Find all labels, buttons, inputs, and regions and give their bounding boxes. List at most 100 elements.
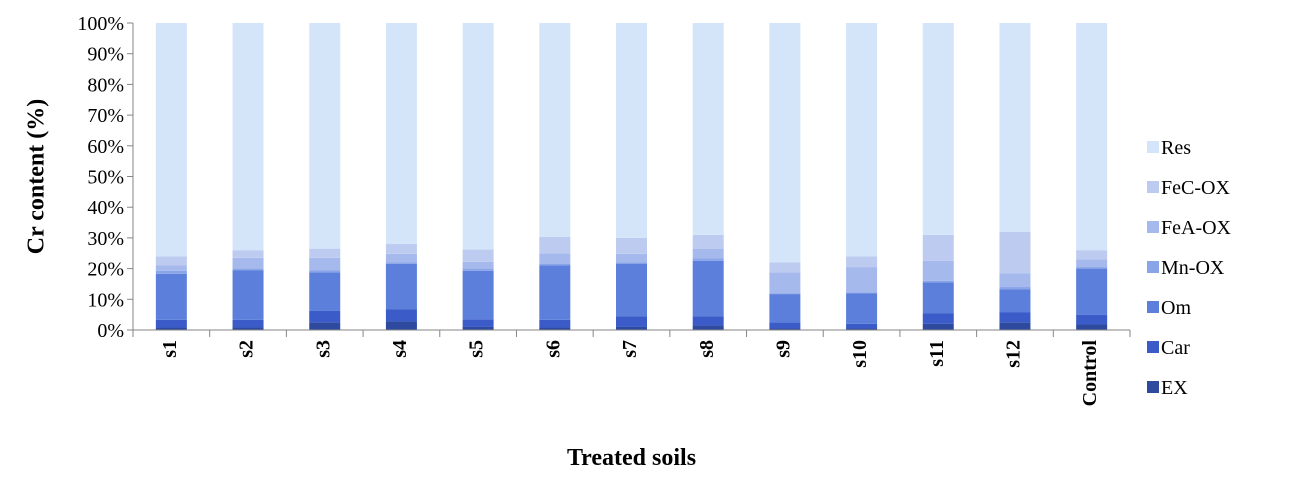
legend-item-fec-ox: FeC-OX	[1147, 177, 1230, 199]
bar-segment-car	[693, 316, 724, 325]
y-tick-label: 90%	[87, 44, 124, 66]
x-tick-label-s11: s11	[926, 340, 948, 367]
bar-segment-res	[616, 23, 647, 238]
bar-segment-car	[539, 320, 570, 328]
legend-swatch	[1147, 341, 1159, 353]
bar-segment-mn-ox	[156, 271, 187, 274]
bar-segment-fea-ox	[999, 273, 1030, 287]
bar-segment-res	[999, 23, 1030, 232]
bar-segment-fec-ox	[233, 250, 264, 258]
bar-segment-fec-ox	[463, 250, 494, 262]
bar-segment-res	[923, 23, 954, 235]
x-axis-title: Treated soils	[567, 445, 696, 471]
bar-segment-car	[846, 324, 877, 329]
bar-stack-s10	[846, 23, 877, 330]
legend-swatch	[1147, 261, 1159, 273]
x-tick-label-s4: s4	[389, 340, 411, 358]
bar-stack-s4	[386, 23, 417, 330]
legend-swatch	[1147, 221, 1159, 233]
bar-stack-s6	[539, 23, 570, 330]
legend-item-res: Res	[1147, 137, 1191, 159]
bar-stack-control	[1076, 23, 1107, 330]
bar-segment-car	[769, 322, 800, 328]
bar-segment-res	[1076, 23, 1107, 250]
legend-label: EX	[1161, 377, 1188, 399]
bar-segment-fec-ox	[1076, 250, 1107, 259]
legend-swatch	[1147, 181, 1159, 193]
bar-segment-om	[309, 272, 340, 310]
bar-segment-mn-ox	[1076, 267, 1107, 269]
bar-segment-mn-ox	[539, 264, 570, 265]
y-tick-label: 0%	[97, 320, 124, 342]
bar-segment-fea-ox	[769, 272, 800, 293]
legend-item-car: Car	[1147, 337, 1190, 359]
bar-segment-car	[999, 313, 1030, 323]
bar-stack-s12	[999, 23, 1030, 330]
bar-segment-fec-ox	[769, 262, 800, 272]
bar-segment-fec-ox	[309, 249, 340, 258]
bar-segment-mn-ox	[616, 262, 647, 264]
bar-segment-om	[233, 270, 264, 320]
legend-label: Res	[1161, 137, 1191, 159]
bar-stack-s2	[233, 23, 264, 330]
legend-label: Mn-OX	[1161, 257, 1225, 279]
bar-segment-fec-ox	[999, 232, 1030, 273]
y-axis-title: Cr content (%)	[24, 99, 50, 255]
bar-segment-mn-ox	[693, 258, 724, 260]
x-tick-label-s8: s8	[696, 340, 718, 358]
bar-stack-s7	[616, 23, 647, 330]
y-tick-label: 80%	[87, 74, 124, 96]
bar-segment-fea-ox	[539, 253, 570, 264]
bar-stack-s3	[309, 23, 340, 330]
bar-segment-fea-ox	[309, 258, 340, 270]
bar-segment-fea-ox	[156, 266, 187, 271]
x-tick-label-s10: s10	[849, 340, 871, 368]
x-tick-label-s9: s9	[772, 340, 794, 358]
bar-segment-mn-ox	[923, 281, 954, 283]
bar-segment-ex	[309, 322, 340, 330]
bar-segment-fec-ox	[386, 244, 417, 254]
bar-segment-car	[156, 320, 187, 328]
y-tick-label: 10%	[87, 289, 124, 311]
bars-layer	[156, 23, 1107, 330]
bar-segment-om	[999, 289, 1030, 312]
bar-segment-fea-ox	[923, 261, 954, 281]
bar-segment-car	[1076, 315, 1107, 325]
legend-label: Om	[1161, 297, 1191, 319]
bar-segment-res	[769, 23, 800, 262]
bar-segment-fea-ox	[233, 258, 264, 269]
bar-segment-mn-ox	[309, 270, 340, 272]
bar-segment-om	[923, 282, 954, 313]
bar-segment-ex	[923, 324, 954, 330]
y-tick-label: 70%	[87, 105, 124, 127]
legend-label: FeC-OX	[1161, 177, 1230, 199]
x-tick-label-s12: s12	[1003, 340, 1025, 368]
bar-segment-car	[463, 319, 494, 327]
bar-segment-res	[233, 23, 264, 250]
legend-swatch	[1147, 301, 1159, 313]
y-tick-label: 100%	[77, 13, 124, 35]
bar-stack-s1	[156, 23, 187, 330]
legend-item-om: Om	[1147, 297, 1191, 319]
bar-segment-fec-ox	[616, 238, 647, 254]
bar-segment-res	[463, 23, 494, 250]
bar-segment-mn-ox	[999, 287, 1030, 289]
legend: ResFeC-OXFeA-OXMn-OXOmCarEX	[1147, 137, 1232, 399]
legend-item-ex: EX	[1147, 377, 1188, 399]
bar-segment-fec-ox	[923, 235, 954, 261]
bar-segment-om	[616, 264, 647, 316]
bar-segment-fec-ox	[846, 256, 877, 267]
bar-segment-om	[693, 261, 724, 316]
bar-segment-car	[386, 309, 417, 321]
y-tick-label: 20%	[87, 259, 124, 281]
bar-segment-car	[616, 316, 647, 327]
bar-segment-fea-ox	[386, 254, 417, 262]
x-tick-label-s2: s2	[236, 340, 258, 358]
bar-segment-ex	[1076, 324, 1107, 330]
bar-segment-om	[1076, 269, 1107, 315]
x-tick-label-control: Control	[1079, 340, 1101, 407]
bar-segment-om	[156, 274, 187, 320]
y-tick-label: 30%	[87, 228, 124, 250]
legend-swatch	[1147, 141, 1159, 153]
